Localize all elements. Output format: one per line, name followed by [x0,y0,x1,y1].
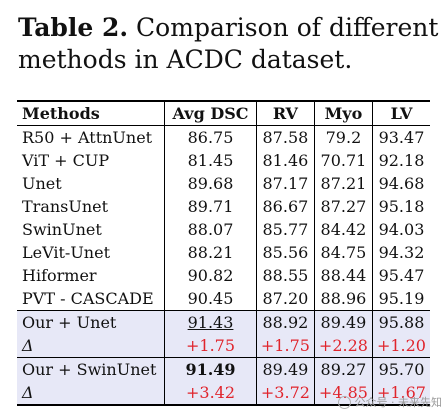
table-cell: Hiformer [22,266,97,285]
delta-row: Δ +3.42 +3.72 +4.85 +1.67 [17,381,430,406]
table-row: TransUnet 89.71 86.67 87.27 95.18 [17,195,430,218]
table-cell: +1.67 [371,381,430,406]
table-cell: SwinUnet [22,220,102,239]
table-cell: +3.42 [164,381,257,406]
table-cell: 89.49 [255,357,315,381]
results-table: Methods Avg DSC RV Myo LV R50 + AttnUnet… [17,100,430,406]
table-cell: Δ [17,334,165,358]
table-cell: 94.32 [371,241,430,264]
table-cell: 89.68 [164,172,257,195]
table-cell: 87.17 [255,172,315,195]
table-cell: 95.70 [371,357,430,381]
table-cell: 95.47 [371,264,430,287]
table-row: SwinUnet 88.07 85.77 84.42 94.03 [17,218,430,241]
caption-text-2: methods in ACDC dataset. [18,45,353,74]
table-cell: Our + Unet [17,310,165,334]
table-cell: PVT - CASCADE [22,289,154,308]
table-cell: 91.43 [164,310,257,334]
table-cell: 92.18 [371,149,430,172]
table-cell: +1.75 [255,334,315,358]
table-cell: Unet [22,174,62,193]
table-cell: 94.68 [371,172,430,195]
table-cell: R50 + AttnUnet [22,128,153,147]
caption-label: Table 2. [18,13,129,42]
table-cell: 85.56 [255,241,315,264]
table-cell: 89.49 [313,310,373,334]
table-cell: 90.45 [164,287,257,311]
ours-row: Our + SwinUnet 91.49 89.49 89.27 95.70 [17,357,430,381]
table-cell: 95.88 [371,310,430,334]
table-cell: +1.20 [371,334,430,358]
table-cell: 88.96 [313,287,373,311]
table-cell: 88.55 [255,264,315,287]
table-cell: TransUnet [22,197,109,216]
table-row: R50 + AttnUnet 86.75 87.58 79.2 93.47 [17,125,430,149]
table-cell: 88.21 [164,241,257,264]
table-row: Hiformer 90.82 88.55 88.44 95.47 [17,264,430,287]
table-cell: 88.44 [313,264,373,287]
table-cell: 87.20 [255,287,315,311]
header-lv: LV [371,100,430,126]
table-cell: 86.67 [255,195,315,218]
ours-row: Our + Unet 91.43 88.92 89.49 95.88 [17,310,430,334]
table-cell: 88.92 [255,310,315,334]
header-myo: Myo [313,100,373,126]
table-cell: Δ [17,381,165,406]
caption-text-1: Comparison of different [128,13,439,42]
table-cell: 91.49 [164,357,257,381]
table-row: PVT - CASCADE 90.45 87.20 88.96 95.19 [17,287,430,311]
table-cell: 81.45 [164,149,257,172]
table-cell: 95.18 [371,195,430,218]
watermark: 公众号 · 未来先知 [337,394,443,410]
table-cell: 90.82 [164,264,257,287]
delta-row: Δ +1.75 +1.75 +2.28 +1.20 [17,334,430,358]
table-cell: 89.27 [313,357,373,381]
table-cell: 94.03 [371,218,430,241]
wechat-icon [337,395,351,409]
table-cell: 87.27 [313,195,373,218]
table-cell: 86.75 [164,125,257,149]
table-cell: +1.75 [164,334,257,358]
header-rv: RV [255,100,315,126]
table-cell: 88.07 [164,218,257,241]
table-cell: 81.46 [255,149,315,172]
header-methods: Methods [17,100,165,126]
table-cell: 84.42 [313,218,373,241]
table-cell: 87.21 [313,172,373,195]
table-cell: LeVit-Unet [22,243,111,262]
watermark-text: 公众号 · 未来先知 [354,396,443,409]
table-row: LeVit-Unet 88.21 85.56 84.75 94.32 [17,241,430,264]
table-row: ViT + CUP 81.45 81.46 70.71 92.18 [17,149,430,172]
table-cell: 84.75 [313,241,373,264]
table-cell: 87.58 [255,125,315,149]
table-cell: +3.72 [255,381,315,406]
table-cell: 89.71 [164,195,257,218]
table-cell: 79.2 [313,125,373,149]
table-cell: +2.28 [313,334,373,358]
table-cell: 93.47 [371,125,430,149]
table-cell: Our + SwinUnet [17,357,165,381]
table-cell: 85.77 [255,218,315,241]
table-caption: Table 2. Comparison of different methods… [18,12,448,76]
table-cell: ViT + CUP [22,151,110,170]
table-cell: 70.71 [313,149,373,172]
table-row: Unet 89.68 87.17 87.21 94.68 [17,172,430,195]
table-cell: 95.19 [371,287,430,311]
header-avg-dsc: Avg DSC [164,100,257,126]
